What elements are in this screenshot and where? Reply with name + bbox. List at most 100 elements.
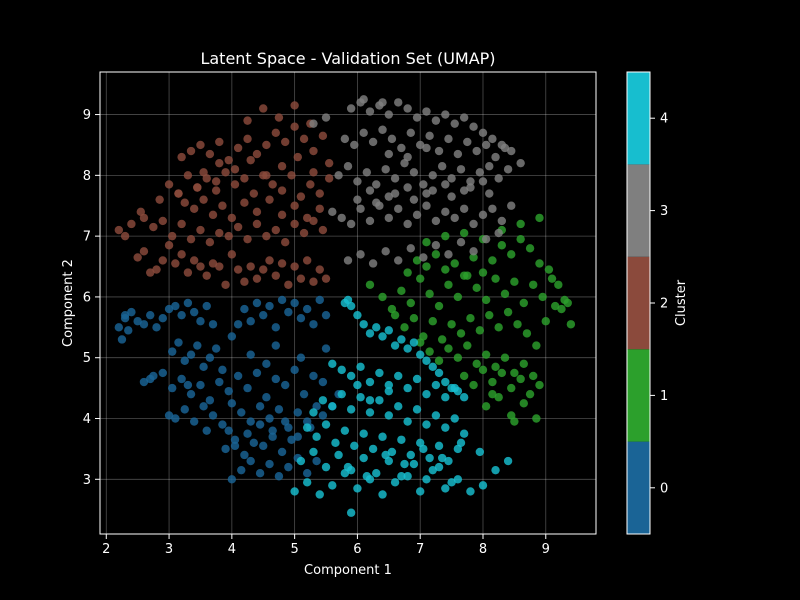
data-point: [290, 101, 299, 110]
data-point: [302, 256, 312, 265]
data-point: [481, 402, 491, 411]
data-point: [419, 180, 428, 189]
data-point: [368, 137, 378, 147]
colorbar-tick-label: 1: [660, 389, 668, 404]
data-point: [202, 301, 211, 311]
data-point: [365, 408, 375, 417]
data-point: [466, 487, 475, 496]
data-point: [346, 104, 356, 113]
data-point: [243, 134, 252, 144]
data-point: [218, 365, 227, 375]
data-point: [180, 405, 189, 414]
data-point: [491, 362, 500, 372]
data-point: [296, 456, 306, 466]
data-point: [124, 326, 133, 335]
colorbar-segment-1: [627, 349, 650, 442]
data-point: [302, 469, 312, 478]
data-point: [384, 380, 394, 390]
data-point: [497, 140, 507, 150]
data-point: [503, 165, 513, 174]
data-point: [491, 465, 500, 475]
colorbar: 0 1 2 3 4 Cluster: [626, 71, 689, 535]
data-point: [262, 359, 271, 368]
data-point: [372, 323, 381, 332]
data-point: [186, 234, 196, 244]
data-point: [425, 131, 434, 141]
data-point: [503, 456, 513, 466]
data-point: [290, 365, 299, 375]
data-point: [221, 280, 230, 289]
data-point: [535, 259, 544, 268]
data-point: [519, 298, 528, 308]
data-point: [494, 393, 503, 402]
data-point: [394, 371, 403, 381]
data-point: [472, 359, 481, 368]
data-point: [368, 259, 378, 268]
colorbar-segment-4: [627, 72, 650, 165]
data-point: [189, 307, 199, 317]
data-point: [428, 465, 437, 475]
data-point: [365, 396, 375, 405]
data-point: [481, 140, 491, 150]
data-point: [444, 280, 453, 289]
data-point: [500, 289, 510, 299]
data-point: [196, 262, 205, 271]
data-point: [321, 274, 331, 283]
data-point: [359, 128, 368, 137]
data-point: [359, 429, 368, 438]
data-point: [328, 481, 337, 490]
data-point: [290, 298, 299, 308]
data-point: [309, 371, 318, 381]
data-point: [152, 323, 161, 332]
data-point: [503, 307, 513, 317]
data-point: [434, 146, 444, 156]
data-point: [205, 353, 215, 362]
data-point: [381, 165, 390, 174]
data-point: [262, 393, 271, 402]
data-point: [365, 216, 375, 226]
data-point: [171, 259, 180, 268]
data-point: [171, 301, 180, 311]
data-point: [284, 307, 293, 317]
data-point: [208, 411, 218, 420]
data-point: [133, 253, 142, 262]
data-point: [519, 359, 528, 368]
data-point: [177, 219, 186, 229]
data-point: [227, 399, 237, 408]
data-point: [221, 444, 230, 454]
data-point: [315, 490, 324, 499]
data-point: [403, 219, 412, 229]
data-point: [494, 174, 503, 183]
data-point: [412, 374, 422, 384]
data-point: [403, 104, 412, 113]
data-point: [183, 298, 193, 308]
data-point: [230, 441, 240, 451]
data-point: [441, 110, 450, 119]
data-point: [507, 383, 516, 393]
data-point: [425, 347, 434, 356]
x-tick-label: 4: [228, 542, 236, 557]
data-point: [139, 377, 149, 387]
data-point: [224, 155, 233, 165]
x-tick-label: 9: [542, 542, 550, 557]
data-point: [378, 125, 387, 134]
data-point: [211, 186, 221, 195]
data-point: [519, 399, 528, 408]
data-point: [337, 213, 346, 223]
data-point: [403, 383, 412, 393]
data-point: [215, 137, 224, 147]
data-point: [215, 377, 224, 387]
data-point: [277, 447, 287, 457]
data-point: [488, 256, 497, 265]
data-point: [290, 219, 299, 229]
data-point: [422, 356, 431, 365]
data-point: [186, 146, 196, 156]
x-tick-label: 3: [165, 542, 173, 557]
data-point: [406, 128, 415, 137]
data-point: [507, 146, 516, 156]
data-point: [422, 143, 431, 153]
data-point: [246, 456, 255, 466]
data-point: [290, 201, 299, 210]
data-point: [481, 350, 491, 359]
data-point: [224, 426, 233, 435]
